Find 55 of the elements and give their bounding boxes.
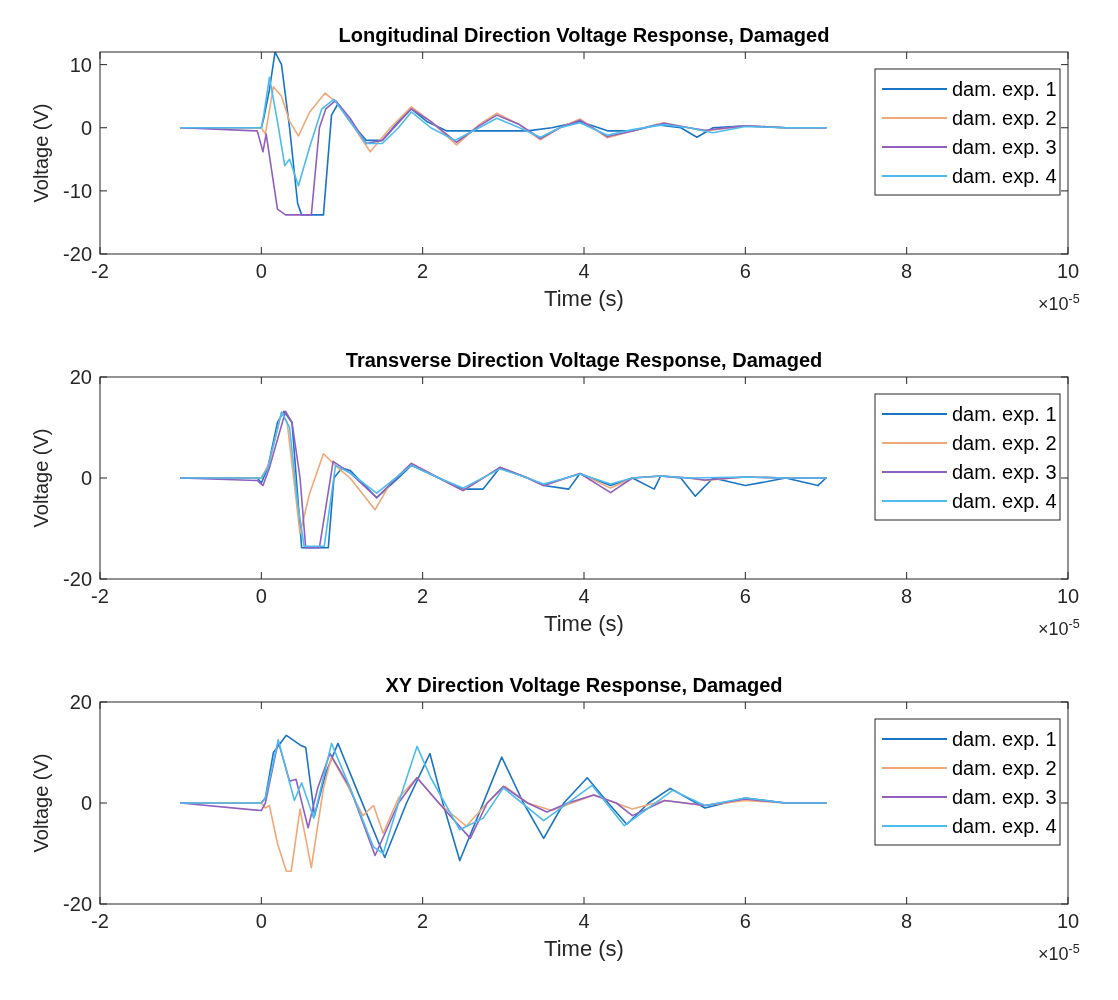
y-tick-label: -20 xyxy=(63,243,92,265)
x-tick-label: 2 xyxy=(417,260,429,282)
text: ×10$^{-5}$ xyxy=(1038,617,1080,639)
x-tick-label: 10 xyxy=(1056,910,1080,932)
legend-label: dam. exp. 4 xyxy=(952,815,1057,837)
legend-label: dam. exp. 2 xyxy=(952,432,1057,454)
y-tick-label: -10 xyxy=(63,179,92,202)
legend-label: dam. exp. 4 xyxy=(952,490,1057,512)
x-tick-label: 10 xyxy=(1056,585,1080,607)
x-tick-label: 10 xyxy=(1056,260,1080,282)
legend-label: dam. exp. 1 xyxy=(952,78,1057,100)
x-tick-label: 8 xyxy=(901,910,913,932)
y-tick-label: 0 xyxy=(80,792,92,814)
x-tick-label: 0 xyxy=(255,260,267,282)
y-tick-label: -20 xyxy=(63,893,92,915)
legend-label: dam. exp. 2 xyxy=(952,757,1057,779)
x-tick-label: 6 xyxy=(739,260,751,282)
legend-label: dam. exp. 3 xyxy=(952,136,1057,158)
x-tick-label: -2 xyxy=(91,910,109,932)
y-tick-label: -20 xyxy=(63,568,92,590)
chart-title: XY Direction Voltage Response, Damaged xyxy=(385,674,783,696)
chart-title: Longitudinal Direction Voltage Response, Damaged xyxy=(338,24,830,46)
x-tick-label: 4 xyxy=(578,910,590,932)
x-tick-label: 8 xyxy=(901,585,913,607)
x-tick-label: -2 xyxy=(91,585,109,607)
x-axis-title: Time (s) xyxy=(544,611,624,636)
y-axis-title: Voltage (V) xyxy=(30,753,52,853)
legend-label: dam. exp. 1 xyxy=(952,728,1057,750)
y-tick-label: 20 xyxy=(69,691,92,713)
x-tick-label: 6 xyxy=(739,585,751,607)
text: ×10$^{-5}$ xyxy=(1038,292,1080,314)
x-tick-label: 2 xyxy=(417,910,429,932)
x-tick-label: 0 xyxy=(255,585,267,607)
x-tick-label: 4 xyxy=(578,260,590,282)
legend-label: dam. exp. 2 xyxy=(952,107,1057,129)
y-tick-label: 0 xyxy=(80,116,92,139)
y-tick-label: 20 xyxy=(69,366,92,388)
x-tick-label: 8 xyxy=(901,260,913,282)
chart-title: Transverse Direction Voltage Response, Damaged xyxy=(345,349,823,371)
legend-label: dam. exp. 4 xyxy=(952,165,1057,187)
x-tick-label: 0 xyxy=(255,910,267,932)
legend-label: dam. exp. 3 xyxy=(952,786,1057,808)
y-tick-label: 10 xyxy=(69,53,92,76)
legend-label: dam. exp. 3 xyxy=(952,461,1057,483)
y-tick-label: 0 xyxy=(80,467,92,489)
text: ×10$^{-5}$ xyxy=(1038,942,1080,964)
x-tick-label: -2 xyxy=(91,260,109,282)
y-axis-title: Voltage (V) xyxy=(30,428,52,528)
x-tick-label: 4 xyxy=(578,585,590,607)
x-tick-label: 6 xyxy=(739,910,751,932)
legend-label: dam. exp. 1 xyxy=(952,403,1057,425)
x-axis-title: Time (s) xyxy=(544,936,624,961)
x-axis-title: Time (s) xyxy=(544,286,624,311)
x-tick-label: 2 xyxy=(417,585,429,607)
y-axis-title: Voltage (V) xyxy=(30,103,52,203)
